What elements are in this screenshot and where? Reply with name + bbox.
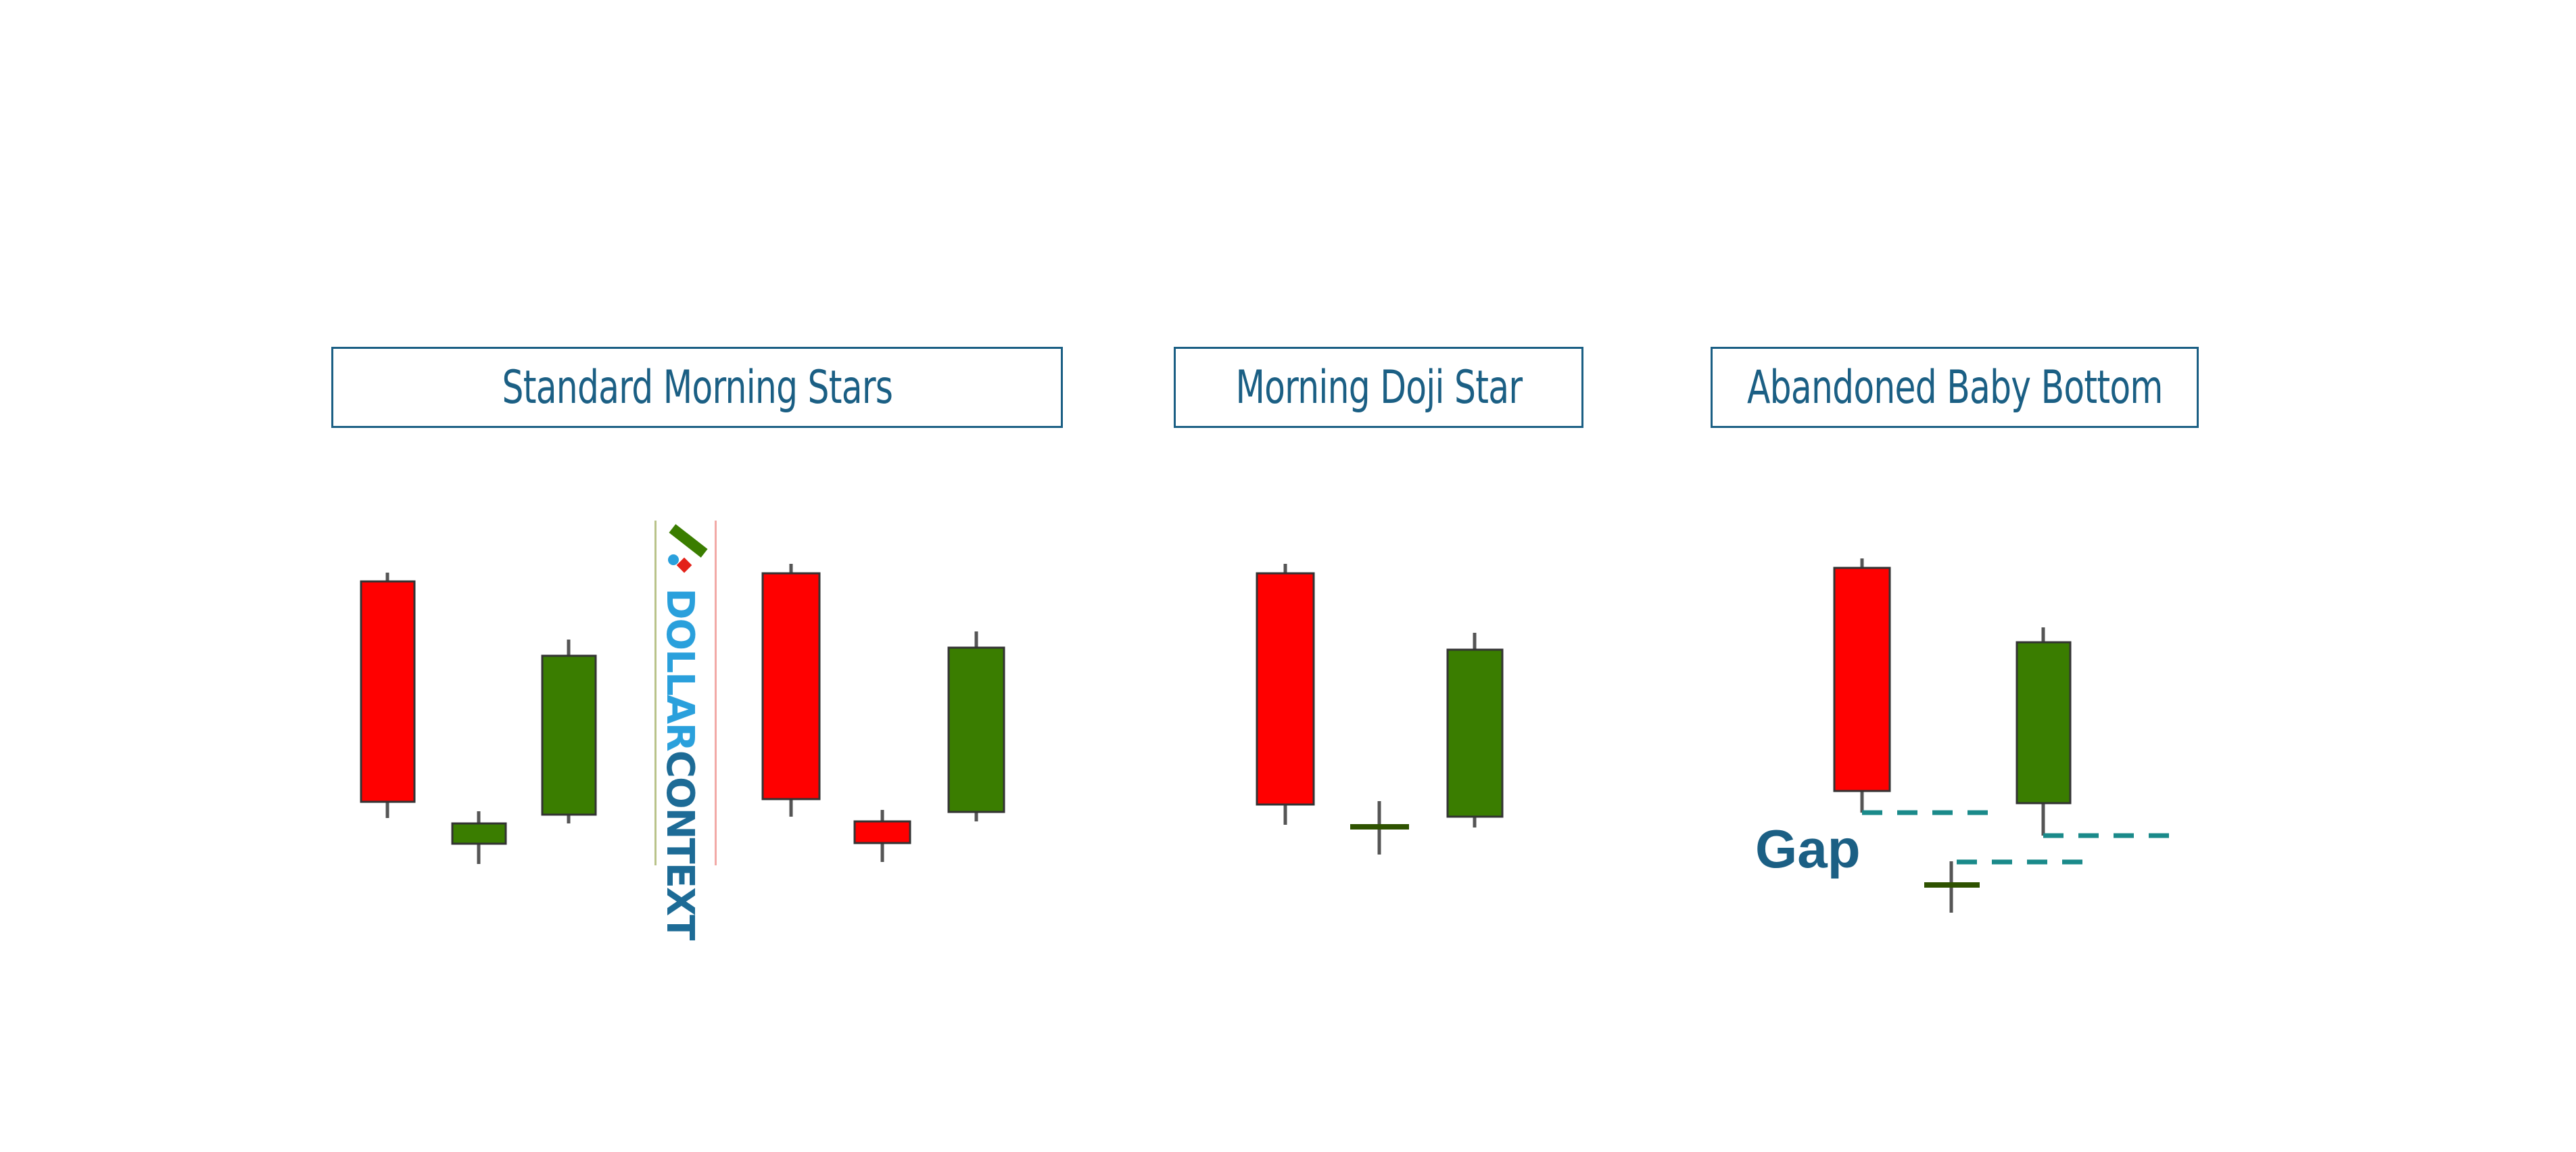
candle-standard-2-star <box>853 810 911 862</box>
candle-standard-1-star <box>451 811 507 864</box>
logo-line-left <box>654 521 657 865</box>
gap-label: Gap <box>1755 819 1861 879</box>
logo-mark-icon <box>668 524 708 573</box>
candle-standard-2-bullish <box>947 631 1005 821</box>
title-abandoned-baby-bottom: Abandoned Baby Bottom <box>1711 347 2199 428</box>
candle-doji-star-doji <box>1350 801 1409 855</box>
candle-standard-1-bullish <box>541 640 597 823</box>
logo-line-right <box>715 521 717 865</box>
dollarcontext-logo: DOLLARCONTEXT <box>654 521 717 939</box>
title-standard-text: Standard Morning Stars <box>502 360 893 414</box>
candle-abandoned-doji <box>1924 861 1980 913</box>
title-abandoned-text: Abandoned Baby Bottom <box>1746 360 2163 414</box>
candle-doji-star-bullish <box>1446 633 1504 827</box>
title-standard-morning-stars: Standard Morning Stars <box>331 347 1063 428</box>
candle-doji-star-bearish <box>1256 564 1315 825</box>
candle-standard-2-bearish <box>761 564 821 817</box>
candle-abandoned-bearish <box>1833 558 1891 813</box>
title-morning-doji-star: Morning Doji Star <box>1174 347 1583 428</box>
title-doji-text: Morning Doji Star <box>1235 360 1523 414</box>
candle-abandoned-bullish <box>2016 627 2072 836</box>
candle-standard-1-bearish <box>360 573 416 818</box>
